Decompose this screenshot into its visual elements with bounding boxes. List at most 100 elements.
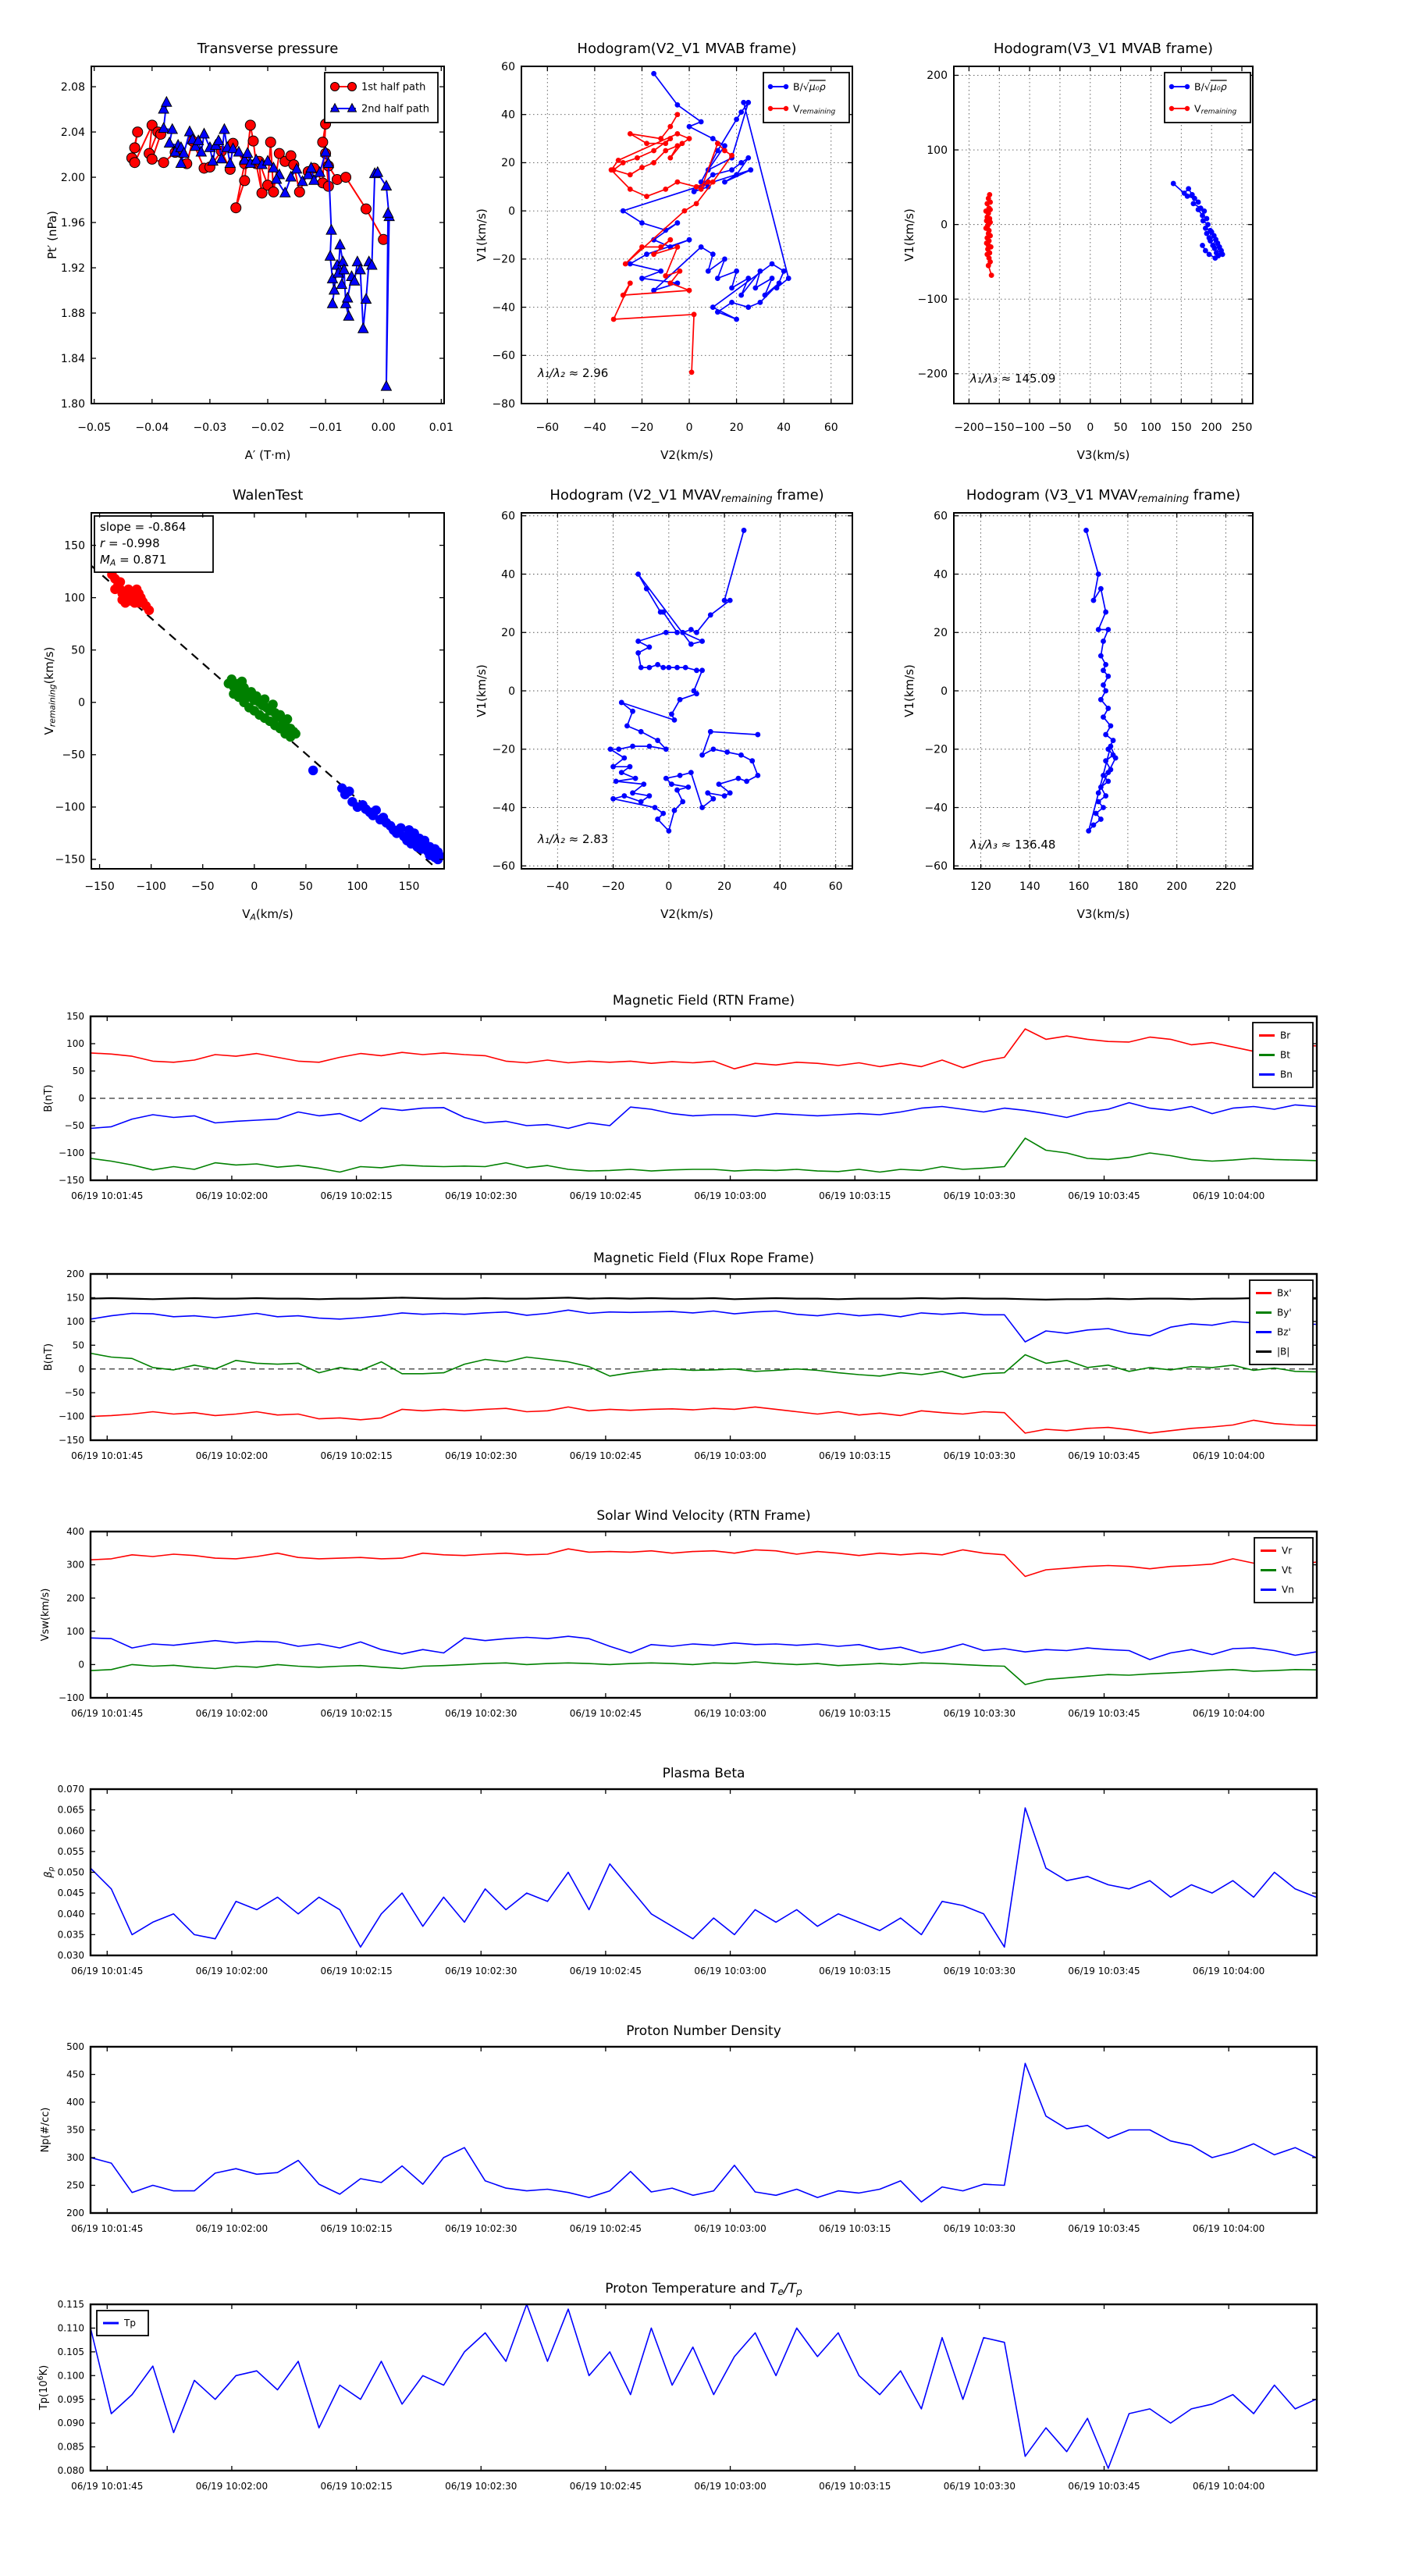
- triangle-marker: [341, 291, 354, 303]
- x-tick-label: 06/19 10:01:45: [71, 1450, 143, 1461]
- y-tick-label: 500: [66, 2041, 84, 2052]
- x-tick-label: 20: [717, 881, 731, 893]
- y-tick-label: 1.92: [61, 262, 85, 275]
- legend-label: Tp: [123, 2318, 136, 2329]
- dot-marker: [674, 787, 680, 793]
- dot-marker: [638, 664, 644, 671]
- dot-marker: [635, 155, 640, 161]
- triangle-marker: [354, 263, 366, 275]
- y-tick-label: 1.88: [61, 308, 85, 320]
- dot-marker: [741, 99, 747, 105]
- x-tick-label: 06/19 10:03:30: [944, 1708, 1016, 1719]
- hodogram-v3v1-mvab-title: Hodogram(V3_V1 MVAB frame): [994, 41, 1213, 57]
- dot-marker: [677, 268, 683, 274]
- dot-marker: [686, 237, 692, 243]
- series-middle-segment: [223, 674, 301, 742]
- dot-marker: [710, 795, 717, 802]
- dot-marker: [615, 157, 621, 163]
- legend-label: Vremaining: [793, 102, 835, 116]
- series-V-hodogram: [607, 528, 761, 834]
- dot-marker: [734, 172, 739, 178]
- triangle-marker: [158, 122, 169, 133]
- dot-marker: [1112, 755, 1119, 761]
- circle-marker: [239, 175, 251, 187]
- x-tick-label: 06/19 10:02:30: [445, 2481, 517, 2492]
- x-tick-label: 06/19 10:03:15: [819, 2481, 891, 2492]
- dot-marker: [686, 123, 692, 130]
- x-tick-label: 0: [251, 881, 258, 893]
- dot-marker: [1103, 609, 1109, 615]
- triangle-marker: [166, 123, 179, 134]
- circle-marker: [158, 157, 169, 169]
- dot-marker: [745, 99, 752, 105]
- dot-marker: [691, 189, 697, 194]
- dot-marker: [621, 755, 628, 761]
- x-tick-label: 06/19 10:01:45: [71, 2481, 143, 2492]
- circle-marker: [230, 202, 242, 214]
- dot-marker: [745, 155, 752, 161]
- x-tick-label: 06/19 10:02:15: [320, 1190, 392, 1201]
- y-tick-label: −100: [55, 802, 85, 814]
- x-tick-label: 06/19 10:03:45: [1068, 1450, 1140, 1461]
- x-tick-label: −20: [631, 422, 654, 434]
- y-tick-label: 1.96: [61, 217, 85, 229]
- dot-marker: [666, 664, 672, 671]
- triangle-marker: [366, 258, 378, 270]
- triangle-marker: [219, 123, 230, 134]
- dot-marker: [663, 746, 669, 753]
- dot-marker: [1105, 770, 1112, 776]
- dot-marker: [710, 746, 717, 753]
- dot-marker: [674, 220, 681, 226]
- ticks: [91, 1016, 1317, 1181]
- x-tick-label: 06/19 10:02:00: [196, 2223, 268, 2234]
- x-tick-label: 06/19 10:02:45: [570, 1966, 642, 1976]
- dot-marker: [1200, 218, 1206, 224]
- x-tick-label: 06/19 10:02:30: [445, 1966, 517, 1976]
- legend-label: B/√μ₀ρ: [793, 80, 826, 92]
- y-tick-label: 0: [508, 205, 515, 218]
- dot-marker: [727, 790, 733, 796]
- dot-marker: [1168, 84, 1175, 90]
- legend-label: Bx': [1277, 1288, 1292, 1299]
- dot-marker: [727, 597, 733, 603]
- circle-marker: [360, 203, 372, 215]
- y-tick-label: 0: [78, 697, 85, 710]
- dot-marker: [757, 300, 763, 305]
- chart-magnetic-field-rtn: 06/19 10:01:45 06/19 10:02:00 06/19 10:02:…: [43, 993, 1318, 1201]
- dot-marker: [1103, 793, 1109, 799]
- dot-marker: [724, 749, 731, 755]
- y-tick-label: −150: [55, 854, 85, 866]
- dot-marker: [639, 276, 645, 281]
- triangle-marker: [308, 173, 320, 185]
- triangle-marker: [305, 161, 317, 173]
- dot-marker: [1192, 195, 1197, 201]
- legend-box: [324, 72, 439, 123]
- axes-frame: [953, 66, 1254, 404]
- dot-marker: [680, 629, 686, 635]
- y-tick-label: 50: [71, 644, 85, 656]
- hodogram-v2v1-mvav-ylabel: V1(km/s): [475, 664, 489, 717]
- dot-marker: [745, 304, 752, 310]
- transverse-pressure-xlabel: A′ (T·m): [245, 448, 291, 462]
- dot-marker: [698, 244, 704, 250]
- x-tick-label: 06/19 10:02:45: [570, 2481, 642, 2492]
- x-tick-label: 40: [777, 422, 791, 434]
- dot-marker: [738, 160, 745, 165]
- dot-marker: [691, 311, 697, 318]
- dot-marker: [734, 316, 739, 322]
- dot-marker: [627, 131, 633, 137]
- dot-marker: [694, 667, 699, 674]
- legend-label: Vremaining: [1194, 102, 1236, 116]
- dot-marker: [608, 167, 614, 173]
- transverse-pressure-legend: 1st half path 2nd half path: [324, 72, 439, 123]
- dot-marker: [705, 790, 711, 796]
- dot-marker: [259, 694, 270, 704]
- y-tick-label: 100: [66, 1316, 84, 1327]
- x-tick-label: −100: [136, 881, 165, 893]
- x-tick-label: 100: [347, 881, 368, 893]
- chart-hodogram-v2v1-mvab: λ₁/λ₂ ≈ 2.96 −60 −40 −20 0 20 40 60 −80 −60 −40 −20…: [475, 41, 853, 462]
- series-Np: [91, 2062, 1317, 2203]
- dot-marker: [646, 793, 653, 799]
- x-tick-label: 06/19 10:03:00: [694, 1190, 766, 1201]
